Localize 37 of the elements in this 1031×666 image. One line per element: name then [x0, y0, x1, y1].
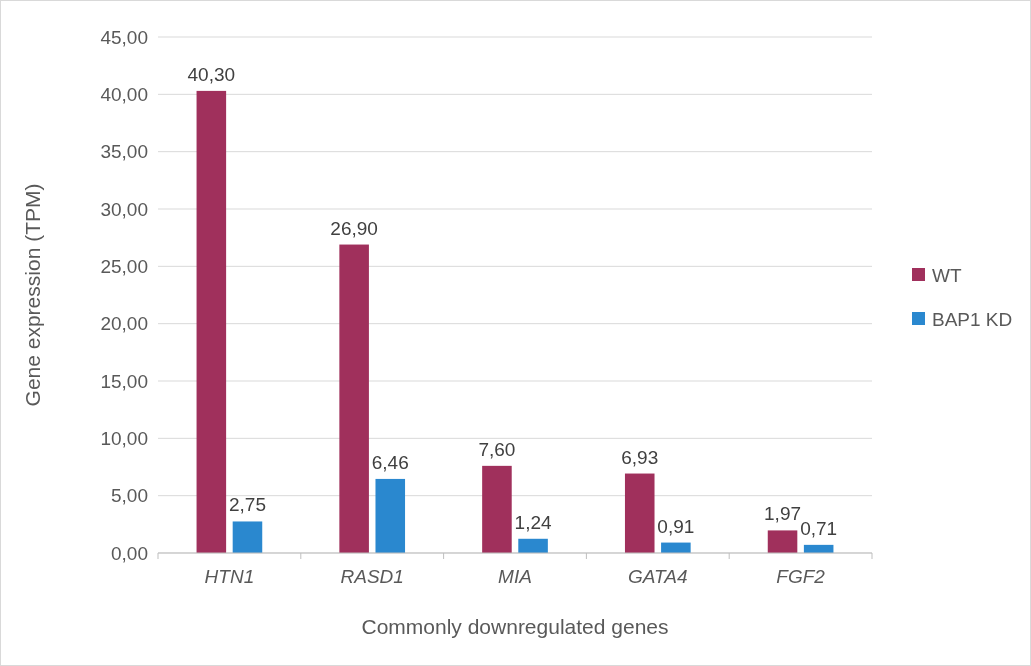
y-tick-label: 30,00: [100, 198, 148, 220]
data-label: 7,60: [478, 438, 516, 460]
x-tick-label: FGF2: [776, 566, 826, 587]
data-label: 1,97: [764, 503, 802, 525]
y-tick-label: 10,00: [100, 427, 148, 449]
bar: [767, 530, 798, 553]
y-tick-label: 45,00: [100, 26, 148, 48]
bar: [196, 90, 227, 553]
data-label: 26,90: [330, 217, 378, 239]
bar: [232, 521, 263, 553]
bar: [624, 473, 655, 553]
bar: [375, 478, 406, 553]
y-tick-label: 40,00: [100, 83, 148, 105]
bar: [518, 538, 548, 553]
data-label: 0,91: [657, 515, 695, 537]
x-tick-label: MIA: [498, 566, 532, 587]
x-axis-title: Commonly downregulated genes: [361, 615, 669, 638]
y-tick-label: 5,00: [111, 485, 148, 507]
y-axis-title: Gene expression (TPM): [21, 183, 44, 407]
bar: [339, 244, 369, 553]
x-tick-label: RASD1: [340, 566, 404, 587]
x-tick-label: HTN1: [204, 566, 255, 587]
bar: [482, 465, 512, 553]
data-label: 40,30: [187, 63, 236, 85]
data-label: 6,93: [621, 446, 659, 468]
legend-label: BAP1 KD: [932, 308, 1013, 330]
data-label: 0,71: [800, 517, 838, 539]
y-tick-label: 25,00: [100, 255, 148, 277]
y-tick-label: 35,00: [100, 141, 148, 163]
y-tick-label: 0,00: [111, 542, 148, 564]
y-tick-label: 20,00: [100, 313, 148, 335]
legend-label: WT: [932, 264, 962, 286]
y-tick-label: 15,00: [100, 370, 148, 392]
x-tick-label: GATA4: [628, 566, 688, 587]
data-label: 2,75: [228, 494, 266, 516]
data-label: 6,46: [371, 451, 409, 473]
data-label: 1,24: [514, 511, 552, 533]
